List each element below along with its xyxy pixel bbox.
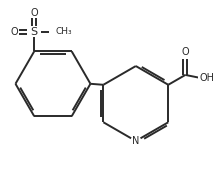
Text: O: O	[11, 27, 18, 37]
Text: OH: OH	[200, 73, 214, 83]
Text: N: N	[132, 136, 140, 146]
Text: O: O	[181, 47, 189, 57]
Text: S: S	[31, 27, 38, 37]
Text: O: O	[30, 8, 38, 18]
Text: CH₃: CH₃	[56, 27, 73, 36]
